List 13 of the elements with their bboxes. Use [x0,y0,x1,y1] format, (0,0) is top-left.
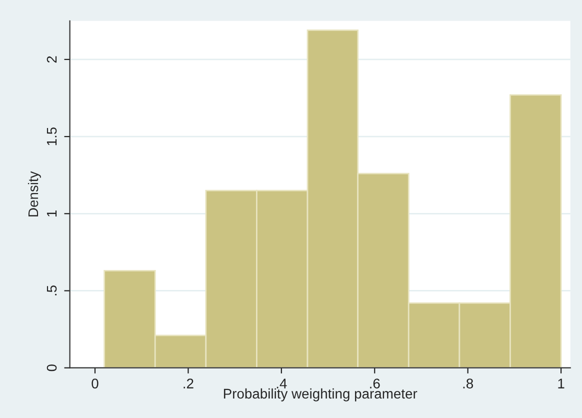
y-tick-label: 1.5 [46,127,57,146]
y-tick-label: 1 [46,210,57,216]
y-axis-title: Density [28,171,41,216]
x-tick-label: .8 [463,378,474,388]
x-tick-label: .6 [370,378,380,388]
y-tick-label: 2 [46,56,57,63]
x-tick-label: .2 [184,378,194,388]
y-tick-label: .5 [46,286,57,296]
x-axis-title: Probability weighting parameter [224,388,418,402]
x-tick-label: .4 [276,378,287,388]
x-tick-label: 1 [558,378,564,388]
y-tick-label: 0 [46,364,57,372]
x-tick-label: 0 [92,378,98,388]
